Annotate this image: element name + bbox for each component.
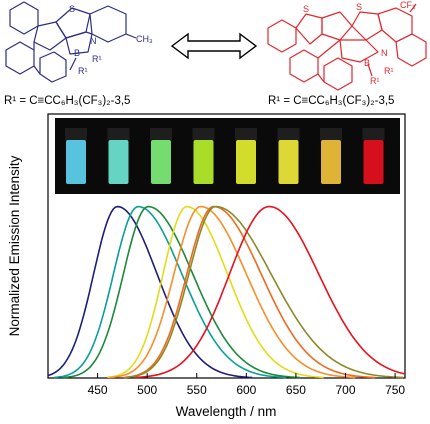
left-fluorene-ring-left <box>5 41 35 75</box>
left-atom-ch3: CH₃ <box>136 34 153 44</box>
right-thiophene-ring-b <box>351 11 383 41</box>
emission-curve-7 <box>125 205 403 379</box>
x-tick-label-550: 550 <box>187 383 207 397</box>
double-arrow-icon <box>170 32 258 60</box>
left-atom-b: B <box>74 48 80 58</box>
vial-photo-background <box>55 118 400 194</box>
right-atom-s1: S <box>303 4 309 14</box>
vial-3 <box>151 140 171 184</box>
emission-curve-5 <box>109 205 356 379</box>
x-tick-label-450: 450 <box>88 383 108 397</box>
right-atom-cf3: CF₃ <box>400 0 416 10</box>
vial-2 <box>108 140 129 184</box>
x-axis-label: Wavelength / nm <box>176 404 277 419</box>
left-bond-methyl <box>125 33 137 39</box>
right-bn-ring <box>339 39 379 63</box>
right-central-ring <box>321 11 353 41</box>
vial-cap-1 <box>65 128 87 140</box>
x-tick-label-500: 500 <box>137 383 157 397</box>
right-atom-n: N <box>381 48 388 58</box>
left-fluorene-ring-top <box>9 1 39 35</box>
vial-cap-5 <box>235 128 257 140</box>
right-thiophene-ring-a <box>295 13 323 45</box>
left-thiophene-ring <box>55 7 91 39</box>
right-bond-cf3 <box>409 3 417 13</box>
left-caption: R¹ = C≡CC₆H₃(CF₃)₂-3,5 <box>4 95 130 107</box>
left-bond-b-r1 <box>69 57 77 71</box>
right-atom-b: B <box>364 58 370 68</box>
left-central-ring <box>33 21 67 51</box>
right-fluorene-ring-right <box>323 57 353 91</box>
right-fluorene-ring-left <box>289 49 319 83</box>
x-tick-label-600: 600 <box>236 383 256 397</box>
right-caption: R¹ = C≡CC₆H₃(CF₃)₂-3,5 <box>268 95 394 107</box>
right-bond-b-r1 <box>367 63 373 77</box>
emission-curve-8 <box>135 205 406 379</box>
chart-frame <box>47 113 406 379</box>
right-bond-spiro <box>317 39 341 59</box>
right-atom-r1a: R¹ <box>384 66 394 76</box>
right-bond-fluorene <box>317 73 325 83</box>
left-atom-n: N <box>90 36 97 46</box>
vial-1 <box>66 140 86 184</box>
vial-5 <box>236 140 256 184</box>
emission-curve-1 <box>47 205 253 379</box>
right-benzo-ring <box>267 19 297 53</box>
left-atom-s: S <box>69 4 75 14</box>
x-tick-label-750: 750 <box>385 383 405 397</box>
vial-cap-3 <box>150 128 172 140</box>
right-atom-s2: S <box>356 2 362 12</box>
vial-cap-7 <box>320 128 342 140</box>
left-bn-ring <box>65 31 93 55</box>
left-atom-r1a: R¹ <box>92 54 102 64</box>
emission-curve-4 <box>107 205 324 379</box>
emission-curve-6 <box>123 205 376 379</box>
left-atom-r1b: R¹ <box>78 66 88 76</box>
vial-4 <box>193 140 214 184</box>
right-atom-r1b: R¹ <box>370 76 380 86</box>
left-fluorene-ring-right <box>39 51 67 83</box>
right-structure: S S N B R¹ R¹ CF₃ <box>267 0 427 91</box>
vial-8 <box>363 140 384 184</box>
vial-cap-8 <box>362 128 385 140</box>
x-tick-label-650: 650 <box>286 383 306 397</box>
vial-photo <box>55 118 400 194</box>
x-tick-label-700: 700 <box>335 383 355 397</box>
vial-row <box>65 128 385 184</box>
left-bond-fluorene <box>33 65 41 75</box>
vial-cap-6 <box>277 128 300 140</box>
vial-cap-4 <box>192 128 215 140</box>
emission-curve-3 <box>63 205 300 379</box>
y-axis-label: Normalized Emission Intensity <box>7 155 22 336</box>
vial-cap-2 <box>107 128 130 140</box>
emission-curves <box>47 205 406 379</box>
vial-7 <box>321 140 341 184</box>
x-axis-ticks: 450 500 550 600 650 700 750 <box>88 373 405 397</box>
vial-6 <box>278 140 299 184</box>
right-quinoline-ring <box>395 33 427 67</box>
left-structure: S N B R¹ R¹ CH₃ <box>5 1 153 83</box>
